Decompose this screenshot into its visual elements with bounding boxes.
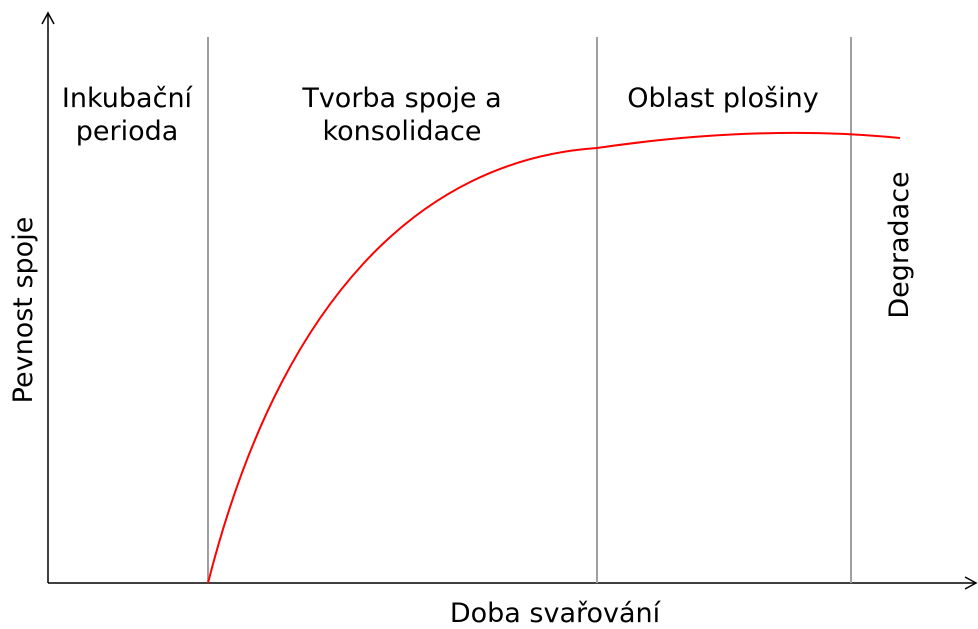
region-label: Degradace [884,171,915,318]
x-arrow [964,576,978,590]
strength-curve [207,131,901,584]
region-label: perioda [76,116,179,147]
y-axis-label: Pevnost spoje [8,217,39,404]
region-label: konsolidace [322,116,481,147]
region-label: Tvorba spoje a [301,83,501,114]
y-arrow [41,11,55,25]
x-axis-label: Doba svařování [450,598,662,629]
region-label: Inkubační [62,83,194,114]
region-label: Oblast plošiny [627,83,819,114]
